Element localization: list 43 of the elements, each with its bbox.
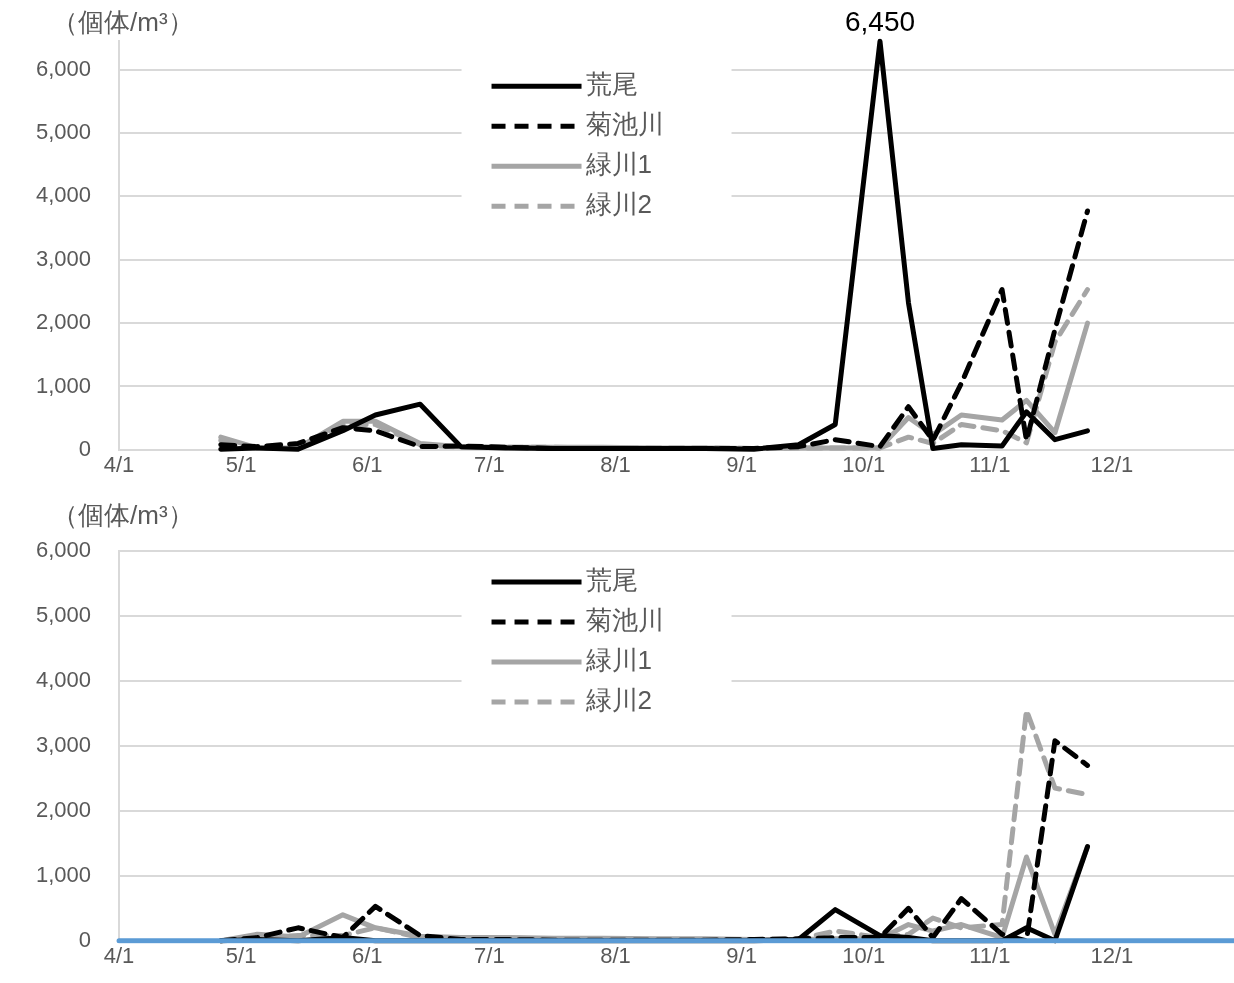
y-tick-label: 1,000: [35, 372, 92, 398]
y-axis-title: （個体/m³）: [52, 500, 194, 531]
legend-label: 菊池川: [585, 109, 664, 140]
x-tick-label: 9/1: [726, 452, 757, 478]
x-tick-label: 9/1: [726, 943, 757, 969]
x-tick-label: 8/1: [600, 452, 631, 478]
y-tick-label: 2,000: [35, 309, 92, 335]
y-tick-label: 4,000: [35, 667, 92, 692]
x-tick-label: 11/1: [969, 943, 1011, 969]
x-tick-label: 5/1: [225, 452, 257, 478]
legend-label: 緑川1: [584, 645, 652, 676]
x-tick-label: 6/1: [351, 943, 383, 969]
x-tick-label: 7/1: [474, 452, 505, 478]
x-tick-label: 4/1: [103, 943, 135, 969]
y-tick-label: 1,000: [35, 861, 92, 887]
x-tick-label: 4/1: [103, 452, 135, 478]
x-tick-label: 12/1: [1090, 943, 1134, 969]
x-tick-label: 11/1: [969, 452, 1011, 478]
y-tick-label: 3,000: [35, 245, 92, 271]
y-tick-label: 0: [78, 435, 92, 461]
legend-label: 荒尾: [585, 565, 638, 596]
legend-label: 緑川1: [584, 149, 652, 180]
y-tick-label: 4,000: [35, 182, 92, 208]
y-tick-label: 5,000: [35, 602, 92, 628]
x-tick-label: 6/1: [351, 452, 383, 478]
x-tick-label: 8/1: [600, 943, 631, 969]
y-tick-label: 0: [78, 926, 92, 952]
legend-label: 緑川2: [584, 685, 652, 716]
y-tick-label: 2,000: [35, 796, 92, 822]
x-tick-label: 5/1: [225, 943, 257, 969]
y-tick-label: 6,000: [35, 537, 92, 563]
y-tick-label: 5,000: [35, 119, 92, 145]
y-axis-title: （個体/m³）: [52, 7, 194, 38]
data-label: 6,450: [844, 5, 916, 37]
x-tick-label: 10/1: [842, 452, 886, 478]
x-tick-label: 12/1: [1090, 452, 1134, 478]
x-tick-label: 7/1: [474, 943, 505, 969]
legend-label: 荒尾: [585, 69, 638, 100]
legend-label: 緑川2: [584, 189, 652, 220]
y-tick-label: 6,000: [35, 55, 92, 81]
y-tick-label: 3,000: [35, 731, 92, 757]
legend-label: 菊池川: [585, 605, 664, 636]
x-tick-label: 10/1: [842, 943, 886, 969]
